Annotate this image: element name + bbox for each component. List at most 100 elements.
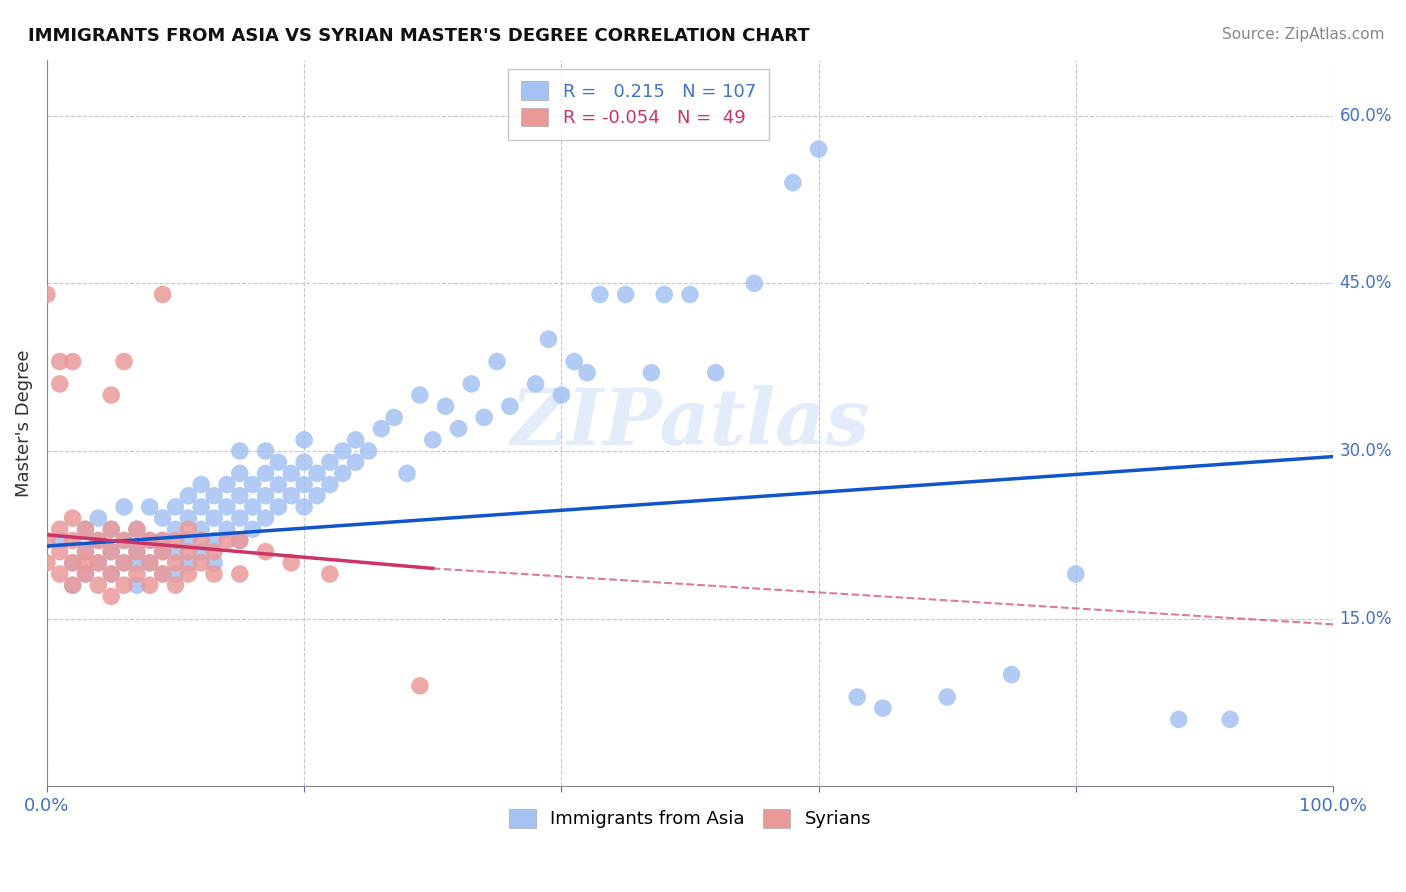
Point <box>100 544 122 558</box>
Point <box>139 556 162 570</box>
Legend: Immigrants from Asia, Syrians: Immigrants from Asia, Syrians <box>502 802 879 836</box>
Point <box>242 477 264 491</box>
Point <box>125 556 148 570</box>
Point <box>165 522 187 536</box>
Point <box>100 590 122 604</box>
Point <box>409 388 432 402</box>
Y-axis label: Master's Degree: Master's Degree <box>15 350 32 497</box>
Point <box>589 287 612 301</box>
Point <box>48 522 70 536</box>
Point <box>152 567 174 582</box>
Point <box>742 277 765 291</box>
Point <box>125 578 148 592</box>
Point <box>524 376 547 391</box>
Point <box>190 533 212 548</box>
Point <box>499 399 522 413</box>
Point <box>100 388 122 402</box>
Point <box>139 500 162 514</box>
Point <box>62 511 84 525</box>
Point <box>48 533 70 548</box>
Point <box>319 477 342 491</box>
Point <box>332 444 354 458</box>
Point <box>75 556 97 570</box>
Point <box>165 500 187 514</box>
Point <box>190 522 212 536</box>
Point <box>87 511 110 525</box>
Point <box>460 376 482 391</box>
Point <box>177 544 200 558</box>
Point <box>87 533 110 548</box>
Point <box>229 444 252 458</box>
Point <box>112 556 135 570</box>
Point <box>807 142 830 156</box>
Point <box>48 376 70 391</box>
Point <box>422 433 444 447</box>
Point <box>229 567 252 582</box>
Text: 60.0%: 60.0% <box>1340 106 1392 125</box>
Point <box>190 544 212 558</box>
Point <box>782 176 804 190</box>
Point <box>215 533 238 548</box>
Point <box>112 500 135 514</box>
Point <box>215 477 238 491</box>
Point <box>254 511 277 525</box>
Point <box>112 556 135 570</box>
Point <box>177 489 200 503</box>
Point <box>614 287 637 301</box>
Point <box>215 500 238 514</box>
Point <box>305 489 328 503</box>
Point <box>152 544 174 558</box>
Point <box>640 366 662 380</box>
Text: 45.0%: 45.0% <box>1340 274 1392 293</box>
Point <box>100 544 122 558</box>
Point <box>229 467 252 481</box>
Point <box>152 533 174 548</box>
Point <box>125 544 148 558</box>
Point <box>280 467 302 481</box>
Point <box>229 533 252 548</box>
Text: 15.0%: 15.0% <box>1340 610 1392 628</box>
Point <box>1167 712 1189 726</box>
Point <box>267 500 290 514</box>
Point <box>152 567 174 582</box>
Point <box>177 567 200 582</box>
Point <box>229 511 252 525</box>
Point <box>267 455 290 469</box>
Point <box>112 354 135 368</box>
Point <box>229 489 252 503</box>
Point <box>177 533 200 548</box>
Point <box>215 522 238 536</box>
Point <box>872 701 894 715</box>
Point <box>409 679 432 693</box>
Text: 30.0%: 30.0% <box>1340 442 1392 460</box>
Point <box>190 500 212 514</box>
Point <box>75 522 97 536</box>
Text: IMMIGRANTS FROM ASIA VS SYRIAN MASTER'S DEGREE CORRELATION CHART: IMMIGRANTS FROM ASIA VS SYRIAN MASTER'S … <box>28 27 810 45</box>
Point <box>139 578 162 592</box>
Point <box>100 567 122 582</box>
Point <box>125 522 148 536</box>
Point <box>152 287 174 301</box>
Point <box>292 455 315 469</box>
Point <box>87 578 110 592</box>
Point <box>254 544 277 558</box>
Point <box>87 533 110 548</box>
Point <box>202 544 225 558</box>
Point <box>165 578 187 592</box>
Point <box>48 567 70 582</box>
Text: Source: ZipAtlas.com: Source: ZipAtlas.com <box>1222 27 1385 42</box>
Point <box>112 533 135 548</box>
Point <box>62 578 84 592</box>
Point <box>165 544 187 558</box>
Point <box>87 556 110 570</box>
Point <box>332 467 354 481</box>
Point <box>87 556 110 570</box>
Point <box>434 399 457 413</box>
Point <box>100 522 122 536</box>
Point <box>280 556 302 570</box>
Point <box>75 544 97 558</box>
Point <box>344 455 367 469</box>
Point <box>177 511 200 525</box>
Point <box>177 556 200 570</box>
Point <box>254 467 277 481</box>
